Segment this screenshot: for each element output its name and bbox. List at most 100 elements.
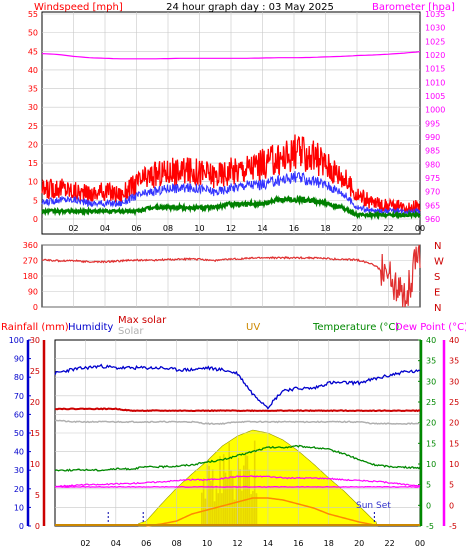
- temp-tick-label: -5: [426, 522, 434, 531]
- y-tick-label: 30: [28, 103, 38, 112]
- sunset-annotation: Sun Set: [356, 501, 391, 511]
- solar-spike: [208, 466, 210, 526]
- legend-solar: Solar: [118, 326, 144, 337]
- degree-tick-label: 270: [23, 257, 38, 266]
- dew-tick-label: 0: [449, 501, 454, 510]
- temp-tick-label: 25: [426, 398, 436, 407]
- temp-tick-label: 40: [426, 336, 436, 345]
- y-axis-barometer: 960 965 970 975 980 985 990 995 1000 1005 1010 1015…: [425, 10, 445, 224]
- series-maxsolar_line: [55, 407, 421, 413]
- solar-spike: [217, 493, 219, 526]
- y-tick-label: 5: [33, 196, 38, 205]
- rain-tick-label: 25: [30, 367, 40, 376]
- panel-temp-humidity-solar: Rainfall (mm) Humidity Max solar Solar U…: [1, 315, 466, 548]
- dew-tick-label: 10: [449, 460, 459, 469]
- y2-tick-label: 960: [425, 215, 440, 224]
- x-tick-label: 08: [172, 539, 182, 548]
- x-tick-label: 02: [68, 224, 78, 233]
- rain-tick-label: 30: [30, 336, 40, 345]
- degree-tick-label: 90: [28, 288, 38, 297]
- x-tick-label: 04: [111, 539, 121, 548]
- y2-tick-label: 990: [425, 133, 440, 142]
- x-tick-label: 14: [257, 224, 267, 233]
- degree-tick-label: 0: [33, 303, 38, 312]
- y2-tick-label: 980: [425, 160, 440, 169]
- temp-tick-label: 5: [426, 481, 431, 490]
- x-tick-label: 14: [263, 539, 273, 548]
- legend-rainfall: Rainfall (mm): [1, 322, 69, 333]
- humidity-tick-label: 50: [14, 429, 24, 438]
- axes-group-3: 0102030405060708090100051015202530-50510…: [9, 336, 459, 531]
- legend-maxsolar: Max solar: [118, 315, 167, 326]
- rain-tick-label: 10: [30, 460, 40, 469]
- solar-spike: [219, 456, 221, 526]
- solar-spike: [210, 481, 212, 526]
- solar-spike: [226, 478, 229, 526]
- series-group-1: [41, 51, 421, 221]
- x-tick-label: 18: [320, 224, 330, 233]
- dew-tick-label: 40: [449, 336, 459, 345]
- compass-label: W: [434, 257, 444, 268]
- solar-spike: [255, 493, 258, 526]
- rain-tick-label: 5: [35, 491, 40, 500]
- y-tick-label: 25: [28, 122, 38, 131]
- barometer-label: Barometer [hpa]: [372, 2, 455, 13]
- rain-tick-label: 0: [35, 522, 40, 531]
- solar-spike: [248, 469, 250, 526]
- y2-tick-label: 1015: [425, 65, 445, 74]
- dew-tick-label: 15: [449, 439, 459, 448]
- dew-tick-label: 20: [449, 419, 459, 428]
- humidity-tick-label: 20: [14, 485, 24, 494]
- series-temperature: [54, 444, 421, 472]
- x-tick-label: 12: [226, 224, 236, 233]
- humidity-tick-label: 40: [14, 448, 24, 457]
- series-rain_line: [54, 486, 421, 488]
- y-tick-label: 10: [28, 178, 38, 187]
- y2-tick-label: 965: [425, 201, 440, 210]
- y-tick-label: 50: [28, 29, 38, 38]
- series-dewpoint: [54, 475, 421, 488]
- compass-label: N: [434, 303, 441, 314]
- series-solar_line: [54, 419, 421, 426]
- y2-tick-label: 985: [425, 147, 440, 156]
- x-tick-label: 22: [384, 539, 394, 548]
- grid-1: [42, 12, 420, 234]
- solar-spike: [228, 442, 230, 526]
- y2-tick-label: 970: [425, 188, 440, 197]
- x-tick-label: 10: [194, 224, 204, 233]
- solar-spike: [239, 469, 241, 526]
- solar-spike: [250, 494, 252, 526]
- solar-spike: [230, 470, 232, 526]
- y2-tick-label: 1030: [425, 24, 445, 33]
- x-tick-label: 00: [415, 539, 425, 548]
- series-group-3: [54, 363, 421, 527]
- y2-tick-label: 995: [425, 119, 440, 128]
- y-tick-label: 20: [28, 140, 38, 149]
- humidity-tick-label: 80: [14, 373, 24, 382]
- temp-tick-label: 10: [426, 460, 436, 469]
- solar-spike: [215, 485, 218, 526]
- series-wind: [41, 171, 421, 216]
- y-tick-label: 55: [28, 10, 38, 19]
- solar-spike: [241, 490, 243, 526]
- solar-spike: [253, 440, 256, 526]
- temp-tick-label: 20: [426, 419, 436, 428]
- rain-tick-label: 15: [30, 429, 40, 438]
- compass-label: E: [434, 288, 440, 299]
- dew-tick-label: -5: [449, 522, 457, 531]
- solar-spike: [221, 493, 223, 526]
- x-tick-label: 20: [354, 539, 364, 548]
- series-avg: [41, 194, 421, 221]
- temp-tick-label: 0: [426, 501, 431, 510]
- solar-spike: [213, 501, 216, 526]
- y2-tick-label: 1010: [425, 78, 445, 87]
- humidity-tick-label: 0: [19, 522, 24, 531]
- y-axis-wind: 0 5 10 15 20 25 30 35 40 45 50 55: [28, 10, 38, 224]
- dew-tick-label: 35: [449, 357, 459, 366]
- y2-tick-label: 1025: [425, 37, 445, 46]
- series-direction: [41, 244, 421, 308]
- solar-spike: [244, 453, 247, 526]
